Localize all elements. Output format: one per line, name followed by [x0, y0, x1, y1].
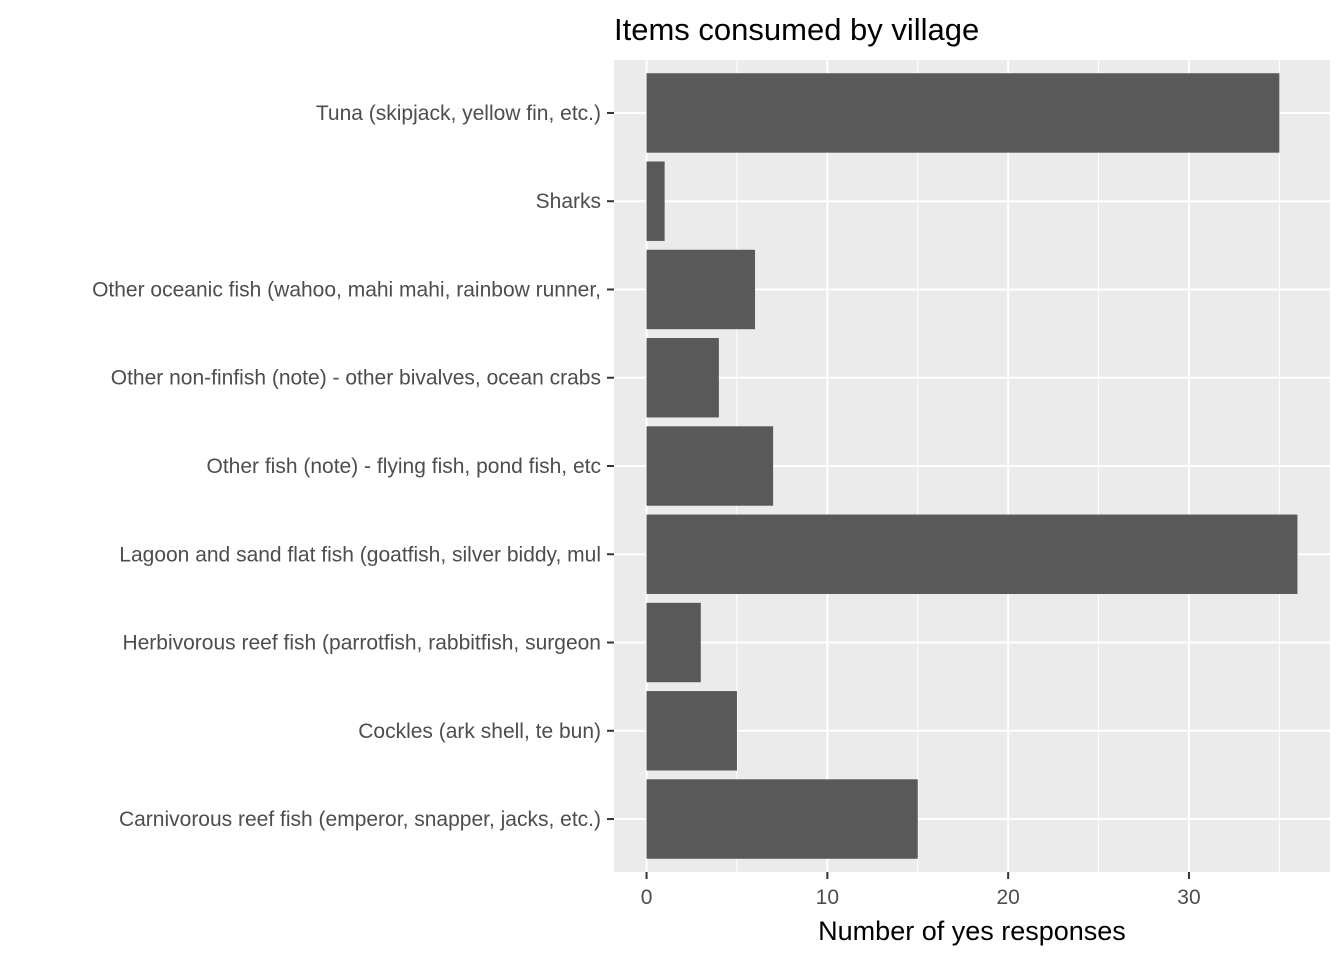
y-tick-label: Other non-finfish (note) - other bivalve… [111, 367, 601, 390]
bar [646, 73, 1280, 153]
bar [646, 602, 701, 683]
bar [646, 161, 665, 241]
x-tick-label: 10 [816, 886, 839, 909]
y-tick-label: Tuna (skipjack, yellow fin, etc.) [316, 102, 601, 125]
y-tick-label: Cockles (ark shell, te bun) [358, 720, 601, 743]
bar [646, 514, 1298, 594]
x-tick-label: 20 [996, 886, 1019, 909]
y-tick-label: Other fish (note) - flying fish, pond fi… [206, 455, 601, 478]
x-axis: 0 10 20 30 [641, 872, 1201, 909]
bar [646, 426, 774, 506]
y-tick-label: Herbivorous reef fish (parrotfish, rabbi… [122, 632, 601, 655]
y-axis: Carnivorous reef fish (emperor, snapper,… [92, 102, 614, 831]
bar [646, 338, 719, 418]
bar [646, 691, 737, 771]
y-tick-label: Carnivorous reef fish (emperor, snapper,… [119, 808, 601, 831]
y-tick-label: Sharks [536, 190, 601, 213]
x-axis-title: Number of yes responses [818, 916, 1126, 946]
y-tick-label: Other oceanic fish (wahoo, mahi mahi, ra… [92, 278, 601, 301]
x-tick-label: 0 [641, 886, 653, 909]
bar [646, 779, 918, 859]
chart-title: Items consumed by village [614, 12, 979, 47]
bar-layer [646, 73, 1298, 859]
y-tick-label: Lagoon and sand flat fish (goatfish, sil… [119, 543, 601, 566]
bar [646, 249, 756, 330]
x-tick-label: 30 [1177, 886, 1200, 909]
